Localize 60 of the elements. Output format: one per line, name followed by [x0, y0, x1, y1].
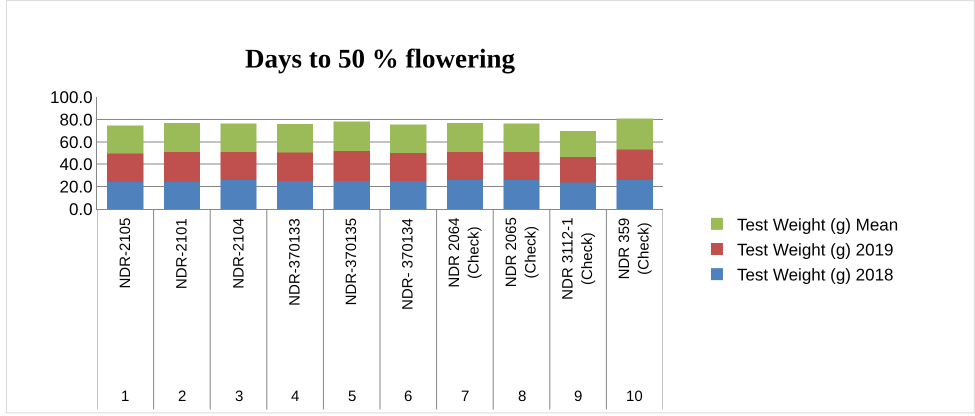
text: 5 — [348, 388, 356, 405]
chart-title: Days to 50 % flowering — [245, 44, 516, 74]
bar — [446, 122, 484, 152]
text: 6 — [404, 388, 412, 405]
bar — [334, 181, 370, 209]
bar — [616, 180, 653, 209]
x-tick-label: NDR-2105 — [117, 218, 134, 289]
bar — [560, 156, 596, 183]
bar — [446, 152, 484, 180]
y-tick-label: 20.0 — [60, 178, 93, 197]
y-tick-label: 0.0 — [68, 200, 93, 219]
bar — [446, 180, 484, 209]
bar — [276, 152, 314, 182]
bar — [503, 123, 540, 152]
y-tick-label: 60.0 — [60, 132, 93, 152]
legend-label: Test Weight (g) 2018 — [736, 266, 894, 285]
text: 10 — [626, 388, 643, 405]
bar — [390, 153, 426, 181]
legend-label: Test Weight (g) 2019 — [736, 240, 894, 260]
x-tick-label: NDR-370133 — [286, 218, 304, 306]
x-tick-label: NDR 2064 (Check) — [446, 218, 483, 288]
bar — [164, 122, 200, 152]
bar — [390, 181, 426, 209]
bar — [334, 150, 370, 181]
bar — [503, 180, 540, 209]
y-tick-label: 80.0 — [60, 110, 93, 130]
bar — [164, 182, 200, 209]
bar — [220, 180, 257, 209]
x-tick-label: NDR 359 (Check) — [616, 218, 652, 280]
x-tick-label: NDR-2101 — [174, 218, 191, 290]
bar — [220, 123, 257, 152]
bar — [276, 124, 314, 152]
bar — [164, 152, 200, 182]
bar — [220, 152, 257, 180]
bar — [616, 150, 653, 180]
bar — [616, 118, 653, 150]
bar — [560, 131, 596, 157]
bar — [390, 124, 426, 153]
x-tick-label: NDR- 370134 — [400, 218, 417, 310]
bar — [334, 122, 370, 151]
bar — [276, 182, 314, 209]
x-tick-label: NDR-2104 — [230, 218, 248, 289]
x-tick-label: NDR-370135 — [342, 218, 360, 306]
text: 3 — [235, 388, 244, 405]
text: 1 — [121, 388, 130, 405]
bar — [503, 152, 540, 180]
y-tick-label: 40.0 — [60, 155, 93, 174]
x-tick-label: NDR 2065 (Check) — [502, 217, 540, 288]
bar — [107, 126, 144, 154]
bar — [107, 154, 144, 182]
y-tick-label: 100.0 — [50, 88, 93, 107]
text: 4 — [291, 388, 300, 405]
bar — [107, 182, 144, 209]
bar — [560, 182, 596, 209]
legend-label: Test Weight (g) Mean — [736, 216, 898, 234]
text: 9 — [574, 388, 582, 405]
text: 7 — [461, 388, 470, 405]
text: 8 — [518, 388, 526, 405]
text: 2 — [178, 388, 186, 405]
x-tick-label: NDR 3112-1 (Check) — [559, 218, 596, 300]
